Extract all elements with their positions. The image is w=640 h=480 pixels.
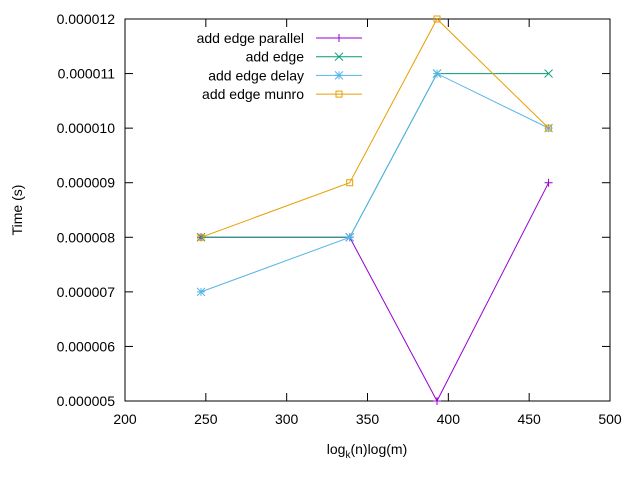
data-point: [345, 232, 355, 242]
data-point: [196, 287, 206, 297]
series: [196, 69, 553, 297]
legend-label: add edge delay: [208, 67, 304, 83]
plus-marker: [335, 34, 343, 42]
data-point: [197, 233, 205, 241]
data-point: [432, 69, 442, 78]
square-marker: [346, 179, 354, 187]
plus-marker: [433, 397, 442, 405]
data-point: [334, 52, 344, 62]
data-point: [544, 178, 553, 187]
x-tick-label: 250: [194, 411, 218, 427]
series: [196, 178, 553, 405]
data-point: [334, 71, 344, 80]
star-marker: [345, 232, 355, 242]
x-tick-label: 300: [275, 411, 299, 427]
data-point: [544, 69, 553, 78]
data-point: [335, 90, 343, 98]
cross-marker: [544, 69, 553, 78]
square-marker: [197, 233, 205, 241]
legend-label: add edge: [246, 49, 305, 65]
x-tick-label: 400: [437, 411, 461, 427]
x-axis-title: logk(n)log(m): [327, 441, 407, 461]
y-tick-label: 0.000011: [58, 66, 116, 82]
plus-marker: [544, 178, 553, 187]
y-tick-label: 0.000012: [57, 11, 116, 27]
data-point: [346, 179, 354, 187]
y-tick-label: 0.000008: [57, 229, 116, 245]
axis-ticks: 200 250 300 350 400 450 500 0.000005 0.000006 0.0…: [57, 11, 622, 427]
x-tick-label: 200: [113, 411, 137, 427]
legend-entry: add edge parallel: [197, 30, 362, 46]
y-tick-label: 0.000006: [57, 338, 116, 354]
legend-entry: add edge delay: [208, 67, 362, 83]
x-tick-label: 350: [356, 411, 380, 427]
x-tick-label: 500: [598, 411, 622, 427]
legend: add edge parallel add edge add edge delay a…: [197, 30, 362, 102]
x-tick-label: 450: [517, 411, 541, 427]
square-marker: [545, 124, 553, 132]
square-marker: [335, 90, 343, 98]
y-tick-label: 0.000010: [57, 120, 116, 136]
legend-label: add edge parallel: [197, 30, 304, 46]
plot-frame: [124, 18, 611, 402]
series-line: [200, 18, 549, 238]
y-axis-title: Time (s): [9, 185, 25, 236]
star-marker: [334, 71, 344, 80]
series-layer: [196, 15, 553, 405]
data-point: [545, 124, 553, 132]
legend-entry: add edge: [246, 49, 362, 65]
square-marker: [433, 15, 441, 23]
y-tick-label: 0.000009: [57, 175, 116, 191]
star-marker: [544, 123, 553, 133]
series-line: [201, 182, 550, 403]
y-tick-label: 0.000007: [57, 284, 116, 300]
star-marker: [196, 287, 206, 297]
data-point: [544, 123, 553, 133]
series-line: [200, 72, 549, 293]
star-marker: [432, 69, 442, 78]
legend-entry: add edge munro: [202, 86, 362, 102]
legend-label: add edge munro: [202, 86, 304, 102]
data-point: [335, 34, 343, 42]
cross-marker: [334, 52, 344, 62]
data-point: [433, 397, 442, 405]
y-tick-label: 0.000005: [57, 393, 116, 409]
data-point: [433, 15, 441, 23]
series: [197, 15, 553, 241]
